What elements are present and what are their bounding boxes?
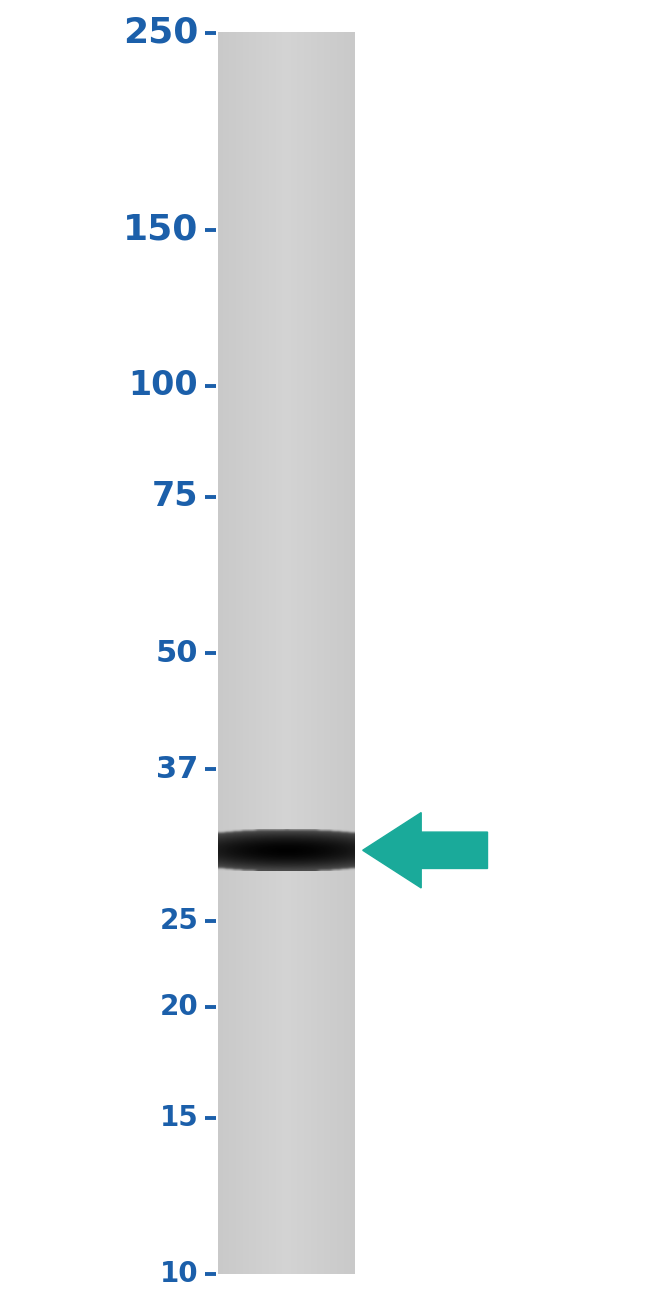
Text: 75: 75 xyxy=(151,481,198,514)
Text: 100: 100 xyxy=(129,369,198,403)
Text: 20: 20 xyxy=(159,993,198,1021)
Text: 37: 37 xyxy=(156,755,198,784)
Text: 10: 10 xyxy=(160,1260,198,1288)
Text: 50: 50 xyxy=(156,638,198,668)
FancyArrow shape xyxy=(363,812,488,888)
Text: 15: 15 xyxy=(159,1104,198,1131)
Text: 250: 250 xyxy=(123,16,198,49)
Text: 150: 150 xyxy=(123,212,198,247)
Text: 25: 25 xyxy=(159,906,198,935)
